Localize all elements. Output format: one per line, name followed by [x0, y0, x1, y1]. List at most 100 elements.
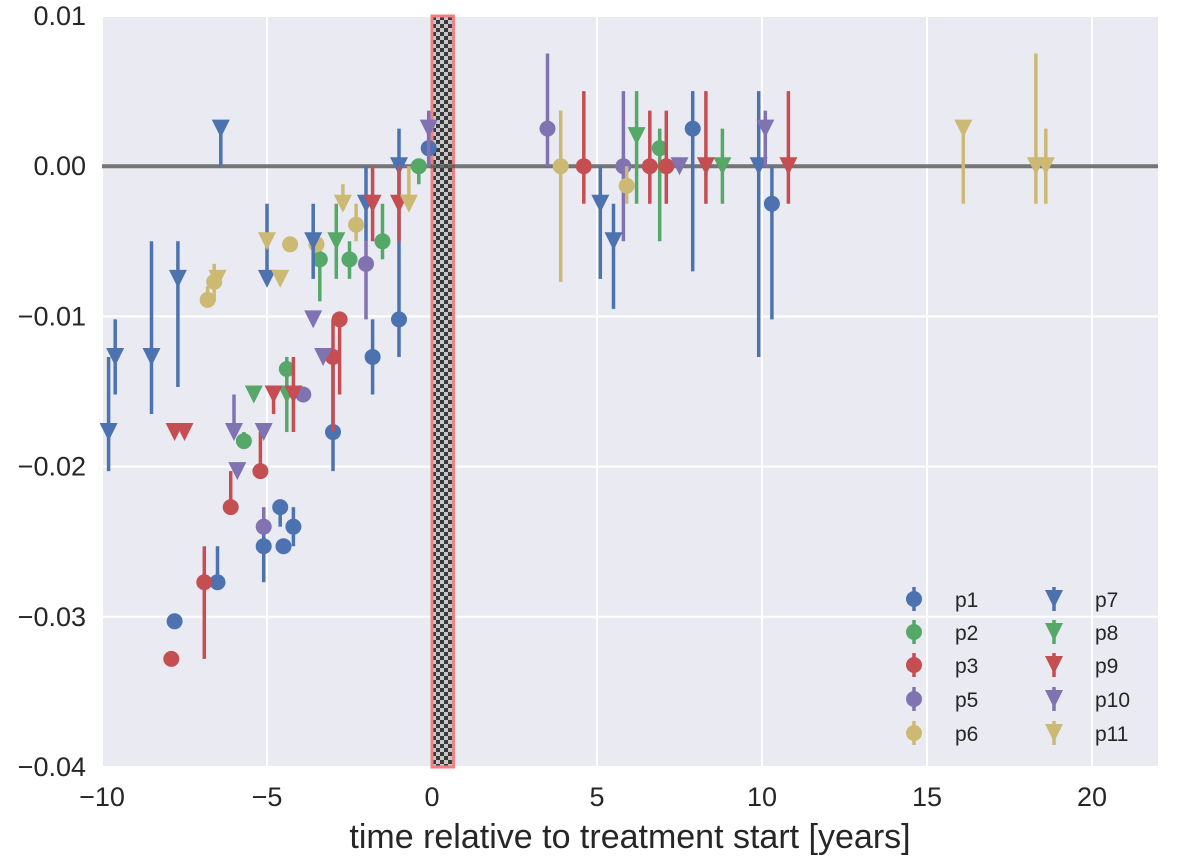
data-point-p8 — [627, 127, 646, 146]
treatment-band — [430, 14, 455, 769]
data-point-p10 — [304, 310, 323, 329]
data-point-p3 — [252, 463, 269, 480]
x-tick-label: 5 — [589, 782, 604, 812]
data-point-p7 — [99, 423, 118, 442]
data-point-p7 — [258, 269, 276, 288]
legend-label: p7 — [1095, 589, 1118, 612]
data-point-p5 — [615, 158, 632, 175]
data-point-p1 — [272, 499, 289, 516]
series-p1 — [166, 91, 780, 630]
legend-marker-p10 — [1045, 690, 1063, 708]
data-point-p3 — [222, 499, 239, 516]
y-tick-label: −0.03 — [18, 602, 86, 632]
data-point-p2 — [374, 233, 391, 250]
data-point-p10 — [756, 119, 775, 138]
data-point-p10 — [314, 347, 333, 366]
series-p11 — [208, 53, 1055, 288]
series-p2 — [235, 128, 668, 450]
treatment-band-rect — [430, 14, 455, 769]
legend-entry-p9: p9 — [1045, 653, 1118, 678]
legend-label: p8 — [1095, 622, 1118, 645]
data-point-p9 — [284, 385, 303, 404]
data-point-p8 — [244, 385, 263, 404]
data-point-p5 — [539, 120, 556, 137]
data-point-p1 — [275, 538, 292, 555]
x-tick-label: 20 — [1077, 782, 1107, 812]
legend-entry-p8: p8 — [1045, 620, 1118, 645]
data-point-p7 — [211, 119, 230, 138]
data-point-p2 — [235, 433, 252, 450]
data-point-p1 — [209, 574, 226, 591]
data-point-p1 — [391, 311, 407, 328]
data-point-p3 — [658, 158, 675, 175]
data-point-p2 — [410, 158, 427, 175]
data-point-p3 — [331, 311, 348, 328]
data-point-p6 — [199, 291, 216, 308]
data-point-p6 — [552, 158, 569, 175]
legend-entry-p10: p10 — [1045, 687, 1130, 712]
data-point-p7 — [168, 269, 187, 288]
data-point-p10 — [225, 423, 243, 442]
data-point-p10 — [228, 462, 247, 481]
data-point-p9 — [779, 157, 798, 176]
legend-marker-p3 — [906, 657, 922, 673]
data-point-p10 — [419, 119, 438, 138]
legend-label: p2 — [955, 622, 978, 645]
x-axis-title: time relative to treatment start [years] — [349, 818, 910, 856]
legend-marker-p7 — [1045, 590, 1063, 608]
legend-label: p9 — [1095, 655, 1118, 678]
legend: p1 p2 p3 p5 p6 p7 p8 p9 p10 p11 — [906, 587, 1130, 746]
legend-marker-p5 — [906, 691, 922, 707]
legend-label: p10 — [1095, 689, 1130, 712]
data-point-p1 — [763, 195, 780, 212]
data-point-p11 — [271, 269, 290, 288]
data-point-p7 — [591, 194, 610, 213]
legend-marker-p2 — [906, 624, 922, 640]
data-point-p10 — [670, 157, 689, 176]
axis-ticks: −10 −5 0 5 10 15 20 0.01 0.00 −0.01 −0.02 −0.03 −0.0… — [18, 1, 1107, 812]
x-tick-label: −10 — [79, 782, 125, 812]
x-tick-label: −5 — [252, 782, 283, 812]
data-point-p9 — [175, 423, 194, 442]
legend-label: p5 — [955, 689, 978, 712]
data-point-p5 — [255, 518, 272, 535]
x-tick-label: 10 — [747, 782, 777, 812]
data-point-p2 — [341, 251, 358, 268]
x-tick-label: 0 — [424, 782, 439, 812]
y-tick-label: 0.00 — [33, 151, 86, 181]
data-point-p8 — [713, 157, 732, 176]
data-point-p11 — [954, 119, 973, 138]
data-point-p1 — [166, 613, 183, 630]
data-point-p7 — [304, 232, 323, 251]
data-point-p6 — [282, 236, 299, 253]
legend-entry-p1: p1 — [906, 587, 978, 612]
data-series — [99, 53, 1055, 667]
data-point-p10 — [254, 423, 273, 442]
data-point-p9 — [696, 157, 715, 176]
series-p10 — [225, 110, 775, 481]
data-point-p6 — [618, 177, 635, 194]
legend-marker-p11 — [1045, 724, 1063, 742]
data-point-p11 — [208, 269, 227, 288]
data-point-p9 — [264, 385, 283, 404]
data-point-p7 — [604, 232, 623, 251]
legend-marker-p1 — [906, 591, 922, 607]
data-point-p7 — [106, 347, 125, 366]
y-tick-label: −0.02 — [18, 452, 86, 482]
data-point-p1 — [684, 120, 701, 137]
legend-label: p3 — [955, 655, 978, 678]
y-tick-label: 0.01 — [33, 1, 86, 31]
data-point-p6 — [348, 216, 365, 233]
data-point-p3 — [575, 158, 592, 175]
legend-entry-p5: p5 — [906, 687, 978, 712]
legend-marker-p8 — [1045, 623, 1063, 641]
data-point-p7 — [749, 157, 768, 176]
data-point-p3 — [196, 574, 213, 591]
data-point-p3 — [641, 158, 658, 175]
y-tick-label: −0.04 — [18, 752, 86, 782]
legend-entry-p7: p7 — [1045, 587, 1118, 612]
x-tick-label: 15 — [912, 782, 942, 812]
legend-entry-p3: p3 — [906, 653, 978, 678]
data-point-p2 — [651, 140, 668, 157]
data-point-p11 — [399, 194, 418, 213]
